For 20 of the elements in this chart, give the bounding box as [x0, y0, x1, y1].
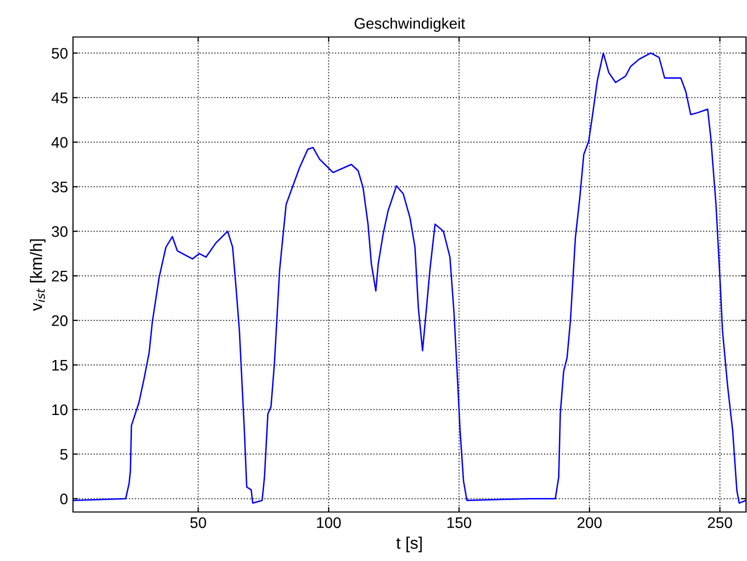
y-tick-label: 50 [52, 48, 68, 59]
x-tick-label: 150 [447, 517, 472, 528]
y-axis-title: v$_{ist}$ [km/h] [30, 239, 46, 311]
x-axis-title: t [s] [396, 536, 422, 552]
x-tick-label: 50 [190, 517, 206, 528]
y-tick-label: 20 [52, 315, 68, 326]
y-tick-label: 35 [52, 182, 68, 192]
y-tick-label: 15 [52, 360, 68, 371]
y-tick-label: 10 [52, 404, 68, 416]
y-tick-label: 5 [60, 449, 68, 460]
y-tick-label: 25 [52, 270, 68, 282]
line-series [73, 52, 746, 504]
x-tick-label: 100 [317, 517, 341, 528]
y-tick-label: 40 [52, 137, 68, 148]
y-tick-label: 0 [60, 494, 68, 504]
x-tick-label: 250 [708, 517, 732, 528]
y-tick-label: 30 [52, 226, 68, 237]
x-tick-label: 200 [578, 517, 602, 528]
y-tick-label: 45 [52, 92, 68, 104]
chart-title: Geschwindigkeit [354, 18, 466, 32]
